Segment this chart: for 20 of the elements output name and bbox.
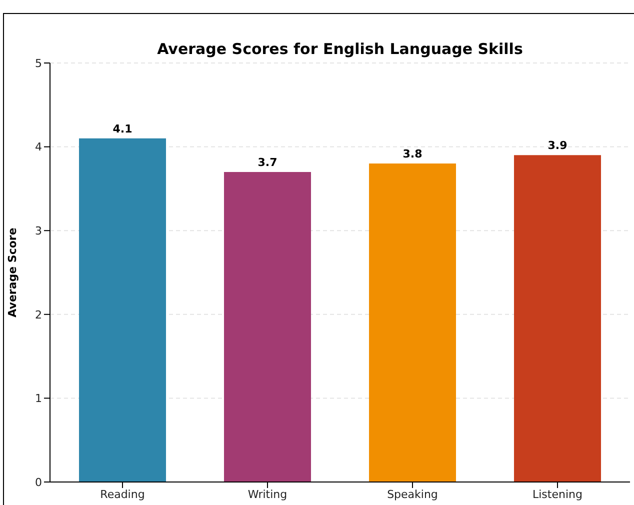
- data-label: 3.7: [258, 156, 278, 169]
- y-tick-label: 1: [35, 392, 42, 406]
- bar: [369, 164, 456, 482]
- chart-title: Average Scores for English Language Skills: [156, 40, 524, 58]
- x-tick-label: Writing: [248, 488, 288, 501]
- bar: [514, 155, 601, 482]
- y-tick-label: 5: [35, 56, 42, 70]
- y-tick-label: 0: [35, 476, 42, 489]
- x-tick-label: Reading: [100, 488, 145, 501]
- x-tick-label: Listening: [532, 488, 582, 501]
- data-label: 4.1: [112, 122, 132, 136]
- data-label: 3.8: [402, 148, 422, 161]
- y-tick-label: 2: [35, 308, 42, 322]
- y-axis-title: Average Score: [6, 228, 19, 318]
- y-tick-label: 3: [35, 224, 42, 238]
- data-label: 3.9: [548, 139, 568, 152]
- bar: [224, 172, 311, 482]
- y-tick-label: 4: [35, 140, 42, 154]
- x-tick-label: Speaking: [387, 488, 438, 501]
- bar: [79, 138, 166, 482]
